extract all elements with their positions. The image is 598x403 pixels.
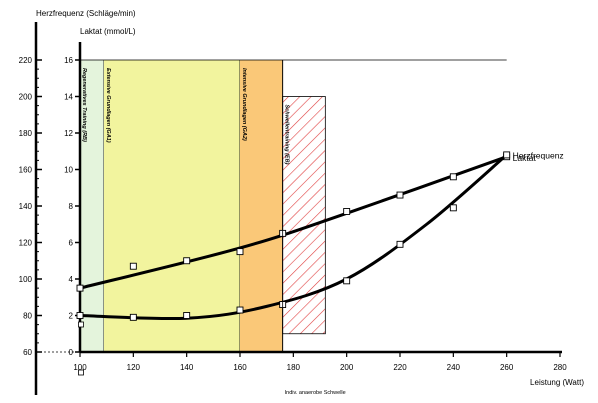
y2-tick-label-4: 8 [69, 202, 74, 211]
y1-tick-label-3: 120 [19, 239, 33, 248]
y1-tick-label-1: 80 [23, 312, 32, 321]
series-0-point-5 [343, 208, 351, 215]
series-1-point-6 [396, 240, 404, 248]
series-1-point-0 [76, 312, 84, 319]
zone-label-1: Extensive Grundlagen (GA1) [105, 68, 111, 143]
x-tick-label-7: 240 [447, 363, 461, 372]
series-line-laktat [79, 153, 508, 321]
zone-3 [282, 96, 326, 335]
series-1-point-3 [236, 306, 244, 314]
y1-tick-label-8: 220 [19, 56, 33, 65]
series-0-point-7 [449, 173, 457, 181]
y2-tick-label-7: 14 [64, 93, 73, 102]
zone-label-3: Schwellentraining (EB) [284, 105, 290, 165]
zone-0 [80, 60, 104, 352]
y2-tick-label-6: 12 [64, 129, 73, 138]
series-layer [76, 151, 511, 321]
series-1-point-5 [343, 277, 351, 285]
y2-axis-title: Laktat (mmol/L) [80, 27, 136, 36]
y1-tick-label-4: 140 [19, 202, 33, 211]
y1-tick-label-5: 160 [19, 166, 33, 175]
origin-marker-y1 [78, 369, 84, 376]
series-0-point-3 [236, 248, 244, 256]
series-line-herzfrequenz [79, 155, 508, 290]
y1-axis-title: Herzfrequenz (Schläge/min) [36, 9, 136, 18]
x-tick-label-3: 160 [233, 363, 247, 372]
zone-1 [104, 60, 240, 352]
series-1-point-1 [129, 313, 137, 321]
series-0-point-2 [183, 257, 191, 265]
y2-tick-label-0: 0 [69, 348, 74, 357]
series-1-point-7 [449, 204, 457, 212]
series-1-point-2 [183, 312, 191, 319]
x-tick-label-8: 260 [500, 363, 514, 372]
y1-tick-label-7: 200 [19, 93, 33, 102]
x-tick-label-5: 200 [340, 363, 354, 372]
y2-tick-label-1: 2 [69, 312, 74, 321]
x-tick-label-2: 140 [180, 363, 194, 372]
x-tick-label-6: 220 [393, 363, 407, 372]
y1-tick-label-0: 60 [23, 348, 32, 357]
x-tick-label-9: 280 [553, 363, 567, 372]
zone-label-0: Regeneratives Training (RB) [81, 68, 87, 142]
y2-tick-label-8: 16 [64, 56, 73, 65]
series-0-point-1 [129, 262, 137, 270]
series-1-point-8 [503, 151, 511, 159]
series-label-0: Herzfrequenz [513, 151, 564, 161]
series-0-point-6 [396, 191, 404, 199]
x-tick-label-1: 120 [127, 363, 141, 372]
series-label-1: Laktat [513, 153, 537, 163]
x-axis-title: Leistung (Watt) [530, 378, 584, 387]
zone-label-2: Intensive Grundlagen (GA2) [241, 68, 247, 141]
series-0-point-0 [76, 284, 84, 292]
threshold-label: Indiv. anaerobe Schwelle [285, 390, 346, 396]
labels-layer: Indiv. anaerobe Schwelle HerzfrequenzLakt… [282, 60, 564, 396]
zones-layer: Regeneratives Training (RB) Extensive Gru… [79, 59, 507, 352]
origin-marker-y2 [78, 321, 84, 328]
x-tick-label-4: 180 [287, 363, 301, 372]
y1-tick-label-2: 100 [19, 275, 33, 284]
y2-tick-label-3: 6 [69, 239, 74, 248]
y1-tick-label-6: 180 [19, 129, 33, 138]
x-tick-label-0: 100 [73, 363, 87, 372]
y2-tick-label-2: 4 [69, 275, 74, 284]
y2-tick-label-5: 10 [64, 166, 73, 175]
